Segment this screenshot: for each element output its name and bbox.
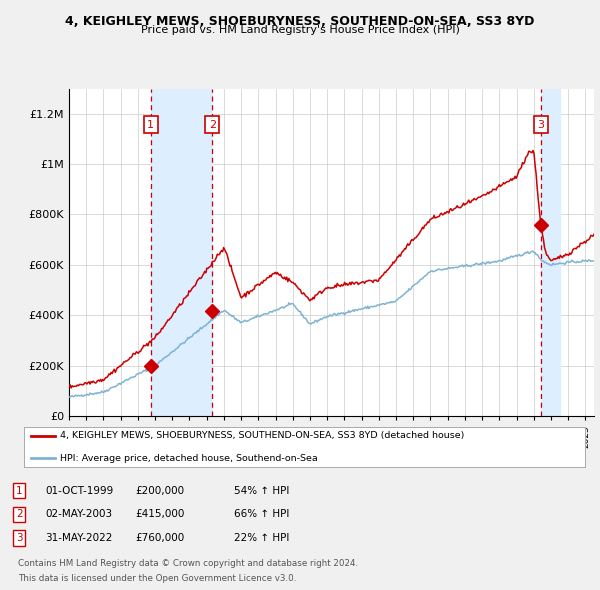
Text: 4, KEIGHLEY MEWS, SHOEBURYNESS, SOUTHEND-ON-SEA, SS3 8YD: 4, KEIGHLEY MEWS, SHOEBURYNESS, SOUTHEND… — [65, 15, 535, 28]
Text: 02-MAY-2003: 02-MAY-2003 — [45, 510, 112, 519]
Text: This data is licensed under the Open Government Licence v3.0.: This data is licensed under the Open Gov… — [18, 574, 296, 583]
Text: £760,000: £760,000 — [135, 533, 184, 543]
Text: £415,000: £415,000 — [135, 510, 184, 519]
Text: 2: 2 — [209, 120, 216, 130]
Text: £200,000: £200,000 — [135, 486, 184, 496]
Text: 66% ↑ HPI: 66% ↑ HPI — [234, 510, 289, 519]
Text: 22% ↑ HPI: 22% ↑ HPI — [234, 533, 289, 543]
Bar — [541, 88, 560, 416]
Text: Price paid vs. HM Land Registry's House Price Index (HPI): Price paid vs. HM Land Registry's House … — [140, 25, 460, 35]
Text: 2: 2 — [16, 510, 23, 519]
Text: 3: 3 — [538, 120, 544, 130]
Text: 4, KEIGHLEY MEWS, SHOEBURYNESS, SOUTHEND-ON-SEA, SS3 8YD (detached house): 4, KEIGHLEY MEWS, SHOEBURYNESS, SOUTHEND… — [61, 431, 465, 441]
Text: 3: 3 — [16, 533, 23, 543]
Text: Contains HM Land Registry data © Crown copyright and database right 2024.: Contains HM Land Registry data © Crown c… — [18, 559, 358, 568]
Text: 1: 1 — [147, 120, 154, 130]
Text: 31-MAY-2022: 31-MAY-2022 — [45, 533, 112, 543]
Text: 54% ↑ HPI: 54% ↑ HPI — [234, 486, 289, 496]
Text: HPI: Average price, detached house, Southend-on-Sea: HPI: Average price, detached house, Sout… — [61, 454, 318, 463]
Text: 1: 1 — [16, 486, 23, 496]
Text: 01-OCT-1999: 01-OCT-1999 — [45, 486, 113, 496]
Bar — [151, 88, 212, 416]
